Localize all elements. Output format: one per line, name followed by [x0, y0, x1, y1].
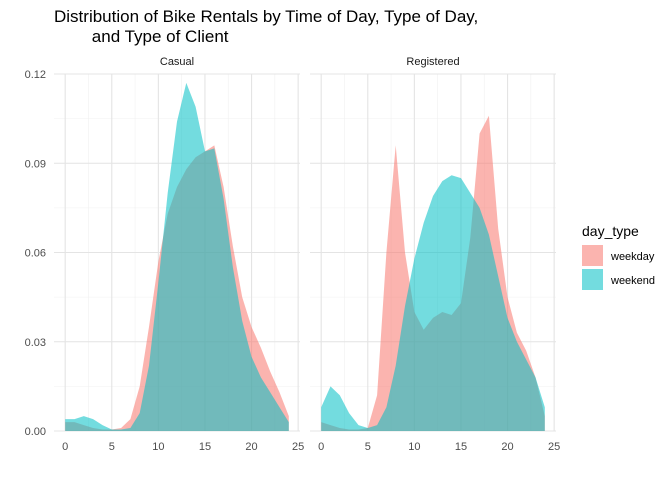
x-tick-label: 0: [62, 441, 68, 453]
facet-panel-casual: Casual 0 5 10 15 20 25: [54, 56, 304, 453]
x-tick-label: 10: [152, 441, 164, 453]
x-tick-label: 25: [292, 441, 304, 453]
facet-panels: Casual 0 5 10 15 20 25 Registered 0 5 10 15 20 25: [54, 56, 560, 453]
x-tick-label: 20: [501, 441, 513, 453]
y-tick-label: 0.12: [25, 69, 46, 81]
x-tick-label: 0: [318, 441, 324, 453]
legend-key-weekend: [582, 269, 603, 290]
chart-title: Distribution of Bike Rentals by Time of …: [54, 7, 479, 46]
x-tick-label: 10: [408, 441, 420, 453]
facet-panel-registered: Registered 0 5 10 15 20 25: [310, 56, 560, 453]
density-area-weekend: [321, 175, 545, 431]
facet-label: Casual: [160, 56, 194, 68]
y-tick-label: 0.03: [25, 337, 46, 349]
y-tick-label: 0.00: [25, 426, 46, 438]
legend-key-weekday: [582, 245, 603, 266]
x-tick-label: 5: [365, 441, 371, 453]
legend-label-weekday: weekday: [610, 251, 655, 263]
x-tick-label: 20: [245, 441, 257, 453]
y-tick-label: 0.09: [25, 158, 46, 170]
y-axis: 0.00 0.03 0.06 0.09 0.12: [25, 69, 46, 438]
x-tick-label: 15: [199, 441, 211, 453]
x-tick-label: 25: [548, 441, 560, 453]
x-tick-label: 5: [109, 441, 115, 453]
y-tick-label: 0.06: [25, 248, 46, 260]
legend-label-weekend: weekend: [610, 275, 655, 287]
facet-label: Registered: [406, 56, 459, 68]
legend-title: day_type: [582, 223, 639, 239]
x-tick-label: 15: [455, 441, 467, 453]
density-area-weekend: [65, 82, 289, 432]
